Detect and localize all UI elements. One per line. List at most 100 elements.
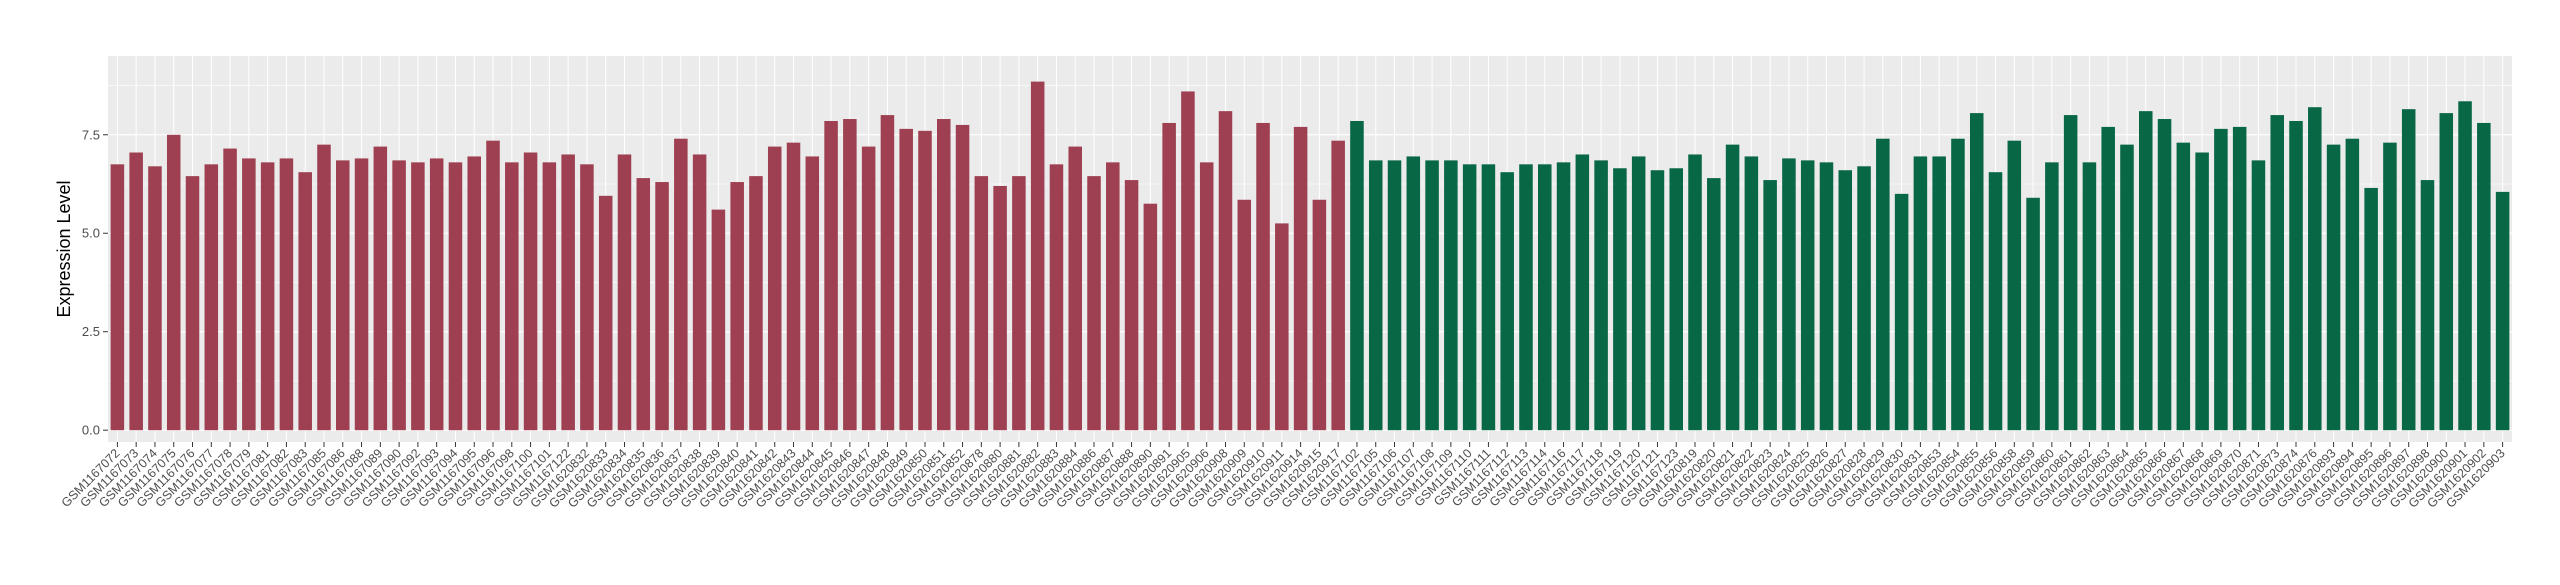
bar (786, 142, 801, 431)
bar (1556, 162, 1571, 431)
bar (1199, 162, 1214, 431)
bar (1068, 146, 1082, 431)
bar (336, 160, 350, 431)
bar (1030, 81, 1045, 431)
bar (655, 182, 669, 431)
bar (2214, 128, 2228, 431)
bar (1876, 138, 1890, 431)
bar (692, 154, 707, 431)
bar (260, 162, 275, 431)
bar (1218, 111, 1233, 431)
bar (523, 152, 538, 431)
bar (298, 172, 312, 431)
bar (1725, 144, 1740, 431)
bar (918, 130, 932, 431)
bar (1387, 160, 1402, 431)
bar (110, 164, 125, 431)
bar (2289, 120, 2303, 431)
bar (2364, 187, 2378, 431)
bar (2308, 107, 2322, 431)
bar (1650, 170, 1665, 431)
bar (242, 158, 256, 431)
y-tick-label: 0.0 (82, 423, 100, 438)
bar (711, 209, 726, 431)
bar (1631, 156, 1646, 431)
bar (185, 176, 200, 431)
bar (1969, 113, 1984, 431)
bar (1425, 160, 1439, 431)
bar (1613, 168, 1627, 431)
bar (411, 162, 425, 431)
bar (2157, 119, 2172, 431)
bar (861, 146, 876, 431)
bar (223, 148, 237, 431)
bar (2401, 109, 2416, 431)
bar (1500, 172, 1514, 431)
bar (636, 178, 651, 431)
bar (2326, 144, 2341, 431)
bar (542, 162, 557, 431)
bar (993, 185, 1007, 431)
bar (2120, 144, 2134, 431)
bar (2082, 162, 2097, 431)
bar (166, 134, 181, 431)
bar (2345, 138, 2360, 431)
bar (2477, 122, 2491, 431)
bar (674, 138, 688, 431)
bar (1012, 176, 1026, 431)
bar (1368, 160, 1383, 431)
bar (1594, 160, 1608, 431)
bar (354, 158, 369, 431)
x-axis: GSM1167072GSM1167073GSM1167074GSM1167075… (59, 442, 2508, 511)
bar (1744, 156, 1759, 431)
bar (899, 128, 913, 431)
bar (1312, 199, 1327, 431)
bar (1782, 158, 1796, 431)
bar (2045, 162, 2059, 431)
bar (1857, 166, 1871, 431)
bar (974, 176, 989, 431)
bar (617, 154, 632, 431)
bar (1444, 160, 1458, 431)
bar (1800, 160, 1815, 431)
bar (2232, 126, 2247, 431)
bar (1763, 180, 1777, 431)
bar (1049, 164, 1064, 431)
bar (486, 140, 500, 431)
bar (1688, 154, 1702, 431)
bar (805, 156, 820, 431)
bar (505, 162, 519, 431)
bar (2270, 115, 2284, 431)
bars (110, 81, 2510, 431)
bar (843, 119, 857, 431)
y-tick-label: 2.5 (82, 324, 100, 339)
bar (448, 162, 463, 431)
bar (767, 146, 782, 431)
bar (2176, 142, 2191, 431)
bar (1181, 91, 1195, 431)
bar (373, 146, 388, 431)
y-tick-label: 7.5 (82, 127, 100, 142)
bar (1819, 162, 1834, 431)
bar (1481, 164, 1496, 431)
bar (598, 195, 613, 431)
bar (1124, 180, 1139, 431)
bar (561, 154, 575, 431)
bar (580, 164, 594, 431)
bar (2383, 142, 2397, 431)
bar (129, 152, 143, 431)
bar (2195, 152, 2209, 431)
bar (2007, 140, 2022, 431)
bar (317, 144, 331, 431)
bar (1256, 122, 1270, 431)
bar (429, 158, 444, 431)
bar (1951, 138, 1965, 431)
bar (2420, 180, 2435, 431)
bar (880, 115, 895, 431)
bar (467, 156, 481, 431)
bar (2439, 113, 2454, 431)
bar (1519, 164, 1533, 431)
bar (279, 158, 294, 431)
bar (2458, 101, 2472, 431)
bar (1406, 156, 1421, 431)
